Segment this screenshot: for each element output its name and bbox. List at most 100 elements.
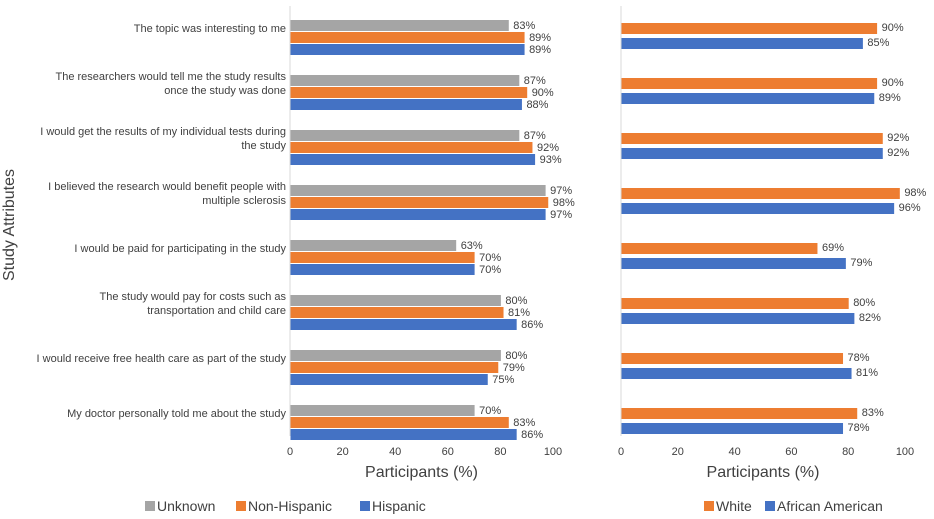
data-label: 75% — [492, 374, 514, 386]
data-label: 81% — [856, 367, 878, 379]
category-label: I believed the research would benefit pe… — [48, 181, 286, 193]
data-label: 80% — [505, 295, 527, 307]
bar — [290, 142, 533, 153]
category-label: the study — [241, 140, 286, 152]
data-label: 90% — [882, 77, 904, 89]
bar — [621, 93, 875, 104]
data-label: 83% — [513, 417, 535, 429]
bar — [621, 258, 846, 269]
legend-race: White African American — [704, 498, 883, 514]
data-label: 70% — [479, 252, 501, 264]
legend-swatch — [765, 501, 775, 511]
data-label: 78% — [848, 422, 870, 434]
data-label: 83% — [513, 20, 535, 32]
category-label: The study would pay for costs such as — [100, 291, 287, 303]
category-label: multiple sclerosis — [202, 195, 286, 207]
bar — [621, 23, 878, 34]
data-label: 92% — [887, 132, 909, 144]
legend-swatch — [704, 501, 714, 511]
bar — [290, 319, 517, 330]
data-label: 85% — [867, 37, 889, 49]
category-label: I would receive free health care as part… — [37, 353, 287, 365]
x-tick-label: 40 — [389, 446, 401, 458]
bar — [290, 350, 501, 361]
x-axis-label: Participants (%) — [365, 464, 478, 481]
data-label: 92% — [887, 147, 909, 159]
bar — [290, 374, 488, 385]
data-label: 63% — [461, 240, 483, 252]
category-label: once the study was done — [164, 85, 286, 97]
bar — [621, 78, 878, 89]
bar — [621, 243, 818, 254]
category-label: The researchers would tell me the study … — [56, 71, 287, 83]
data-label: 79% — [850, 257, 872, 269]
data-label: 98% — [553, 197, 575, 209]
panel-race: 90% 90% 92% 98% 69% 80% 78% 83% 85% 89% 92% 96% 79% 8… — [618, 6, 927, 481]
y-axis-label-group: Study Attributes — [1, 169, 18, 281]
data-label: 89% — [529, 32, 551, 44]
bar — [290, 209, 546, 220]
x-tick-label: 0 — [287, 446, 293, 458]
bar — [290, 154, 536, 165]
data-label: 88% — [526, 99, 548, 111]
bar — [290, 264, 475, 275]
bar — [290, 185, 546, 196]
data-label: 82% — [859, 312, 881, 324]
bar — [621, 353, 844, 364]
bar — [621, 313, 855, 324]
category-labels: The topic was interesting to me The resea… — [37, 23, 287, 420]
bar — [290, 362, 499, 373]
bar — [621, 298, 849, 309]
bar — [621, 133, 883, 144]
data-label: 78% — [848, 352, 870, 364]
bar — [621, 148, 883, 159]
category-label: I would be paid for participating in the… — [74, 243, 286, 255]
bar — [621, 423, 844, 434]
data-label: 97% — [550, 185, 572, 197]
bar — [290, 87, 528, 98]
bar — [290, 307, 504, 318]
panel-ethnicity: 83% 87% 87% 97% 63% 80% 80% 70% 89% 90% 92% 98% 70% 8… — [287, 6, 575, 481]
bar — [290, 130, 520, 141]
data-label: 89% — [879, 92, 901, 104]
bar — [290, 44, 525, 55]
bar — [290, 429, 517, 440]
legend-label: Unknown — [157, 498, 215, 514]
bar — [290, 252, 475, 263]
data-label: 81% — [508, 307, 530, 319]
data-label: 92% — [537, 142, 559, 154]
data-label: 93% — [540, 154, 562, 166]
x-tick-label: 0 — [618, 446, 624, 458]
data-label: 97% — [550, 209, 572, 221]
y-axis-label: Study Attributes — [1, 169, 18, 281]
data-label: 79% — [503, 362, 525, 374]
category-label: transportation and child care — [147, 305, 286, 317]
x-tick-label: 80 — [494, 446, 506, 458]
data-label: 90% — [532, 87, 554, 99]
category-label: I would get the results of my individual… — [40, 126, 286, 138]
legend-ethnicity: Unknown Non-Hispanic Hispanic — [145, 498, 426, 514]
x-tick-label: 100 — [544, 446, 562, 458]
bar — [621, 203, 895, 214]
bar — [290, 240, 457, 251]
legend-label: Hispanic — [372, 498, 426, 514]
data-label: 86% — [521, 429, 543, 441]
x-tick-label: 60 — [785, 446, 797, 458]
legend-label: Non-Hispanic — [248, 498, 332, 514]
bar — [290, 75, 520, 86]
category-label: The topic was interesting to me — [134, 23, 286, 35]
x-tick-label: 20 — [336, 446, 348, 458]
x-tick-label: 40 — [728, 446, 740, 458]
data-label: 69% — [822, 242, 844, 254]
bar — [621, 408, 858, 419]
data-label: 70% — [479, 405, 501, 417]
x-tick-label: 20 — [672, 446, 684, 458]
bar — [621, 188, 900, 199]
x-tick-label: 80 — [842, 446, 854, 458]
bar — [290, 197, 549, 208]
data-label: 86% — [521, 319, 543, 331]
legend-label: White — [716, 498, 752, 514]
bar — [290, 99, 522, 110]
data-label: 70% — [479, 264, 501, 276]
